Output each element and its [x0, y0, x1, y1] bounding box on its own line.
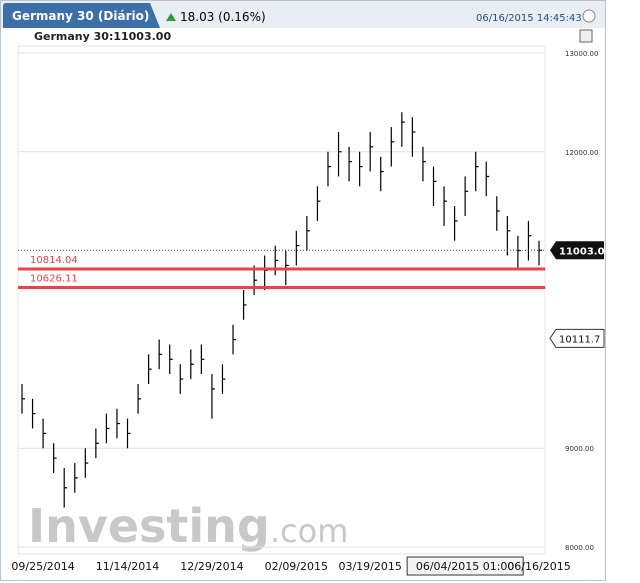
close-button[interactable]	[582, 9, 596, 23]
last-price-box	[550, 241, 604, 260]
watermark-suffix: .com	[270, 512, 349, 550]
tab	[3, 3, 160, 28]
last-price-label: 11003.0	[559, 246, 605, 257]
change: 18.03 (0.16%)	[180, 10, 266, 24]
up-arrow	[166, 13, 176, 21]
crosshair-y-box	[549, 328, 605, 348]
x-tick-label: 02/09/2015	[265, 560, 328, 573]
y-tick-label: 9000.00	[565, 445, 594, 453]
crosshair-x-box	[406, 556, 524, 576]
minimize-button[interactable]	[579, 29, 593, 43]
y-tick-label: 12000.00	[565, 149, 598, 157]
x-tick-label: 11/14/2014	[96, 560, 159, 573]
crosshair-y-label: 10111.7	[559, 334, 600, 345]
ref-label: 10626.11	[30, 274, 78, 285]
tab-title: Germany 30 (Diário)	[12, 9, 149, 23]
x-tick-label: 09/25/2014	[11, 560, 74, 573]
watermark: Investing.com	[28, 499, 348, 553]
x-tick-label: 12/29/2014	[180, 560, 243, 573]
ref-label: 10814.04	[30, 255, 78, 266]
y-tick-label: 8000.00	[565, 544, 594, 552]
plot-area	[17, 45, 546, 555]
y-tick-label: 13000.00	[565, 50, 598, 58]
watermark-brand: Investing	[28, 499, 270, 553]
instrument: Germany 30:11003.00	[34, 30, 171, 43]
x-tick-label: 06/04/2015 01:00	[416, 560, 515, 573]
x-tick-label: 06/16/2015	[507, 560, 570, 573]
timestamp: 06/16/2015 14:45:43	[476, 13, 582, 24]
x-tick-label: 03/19/2015	[338, 560, 401, 573]
